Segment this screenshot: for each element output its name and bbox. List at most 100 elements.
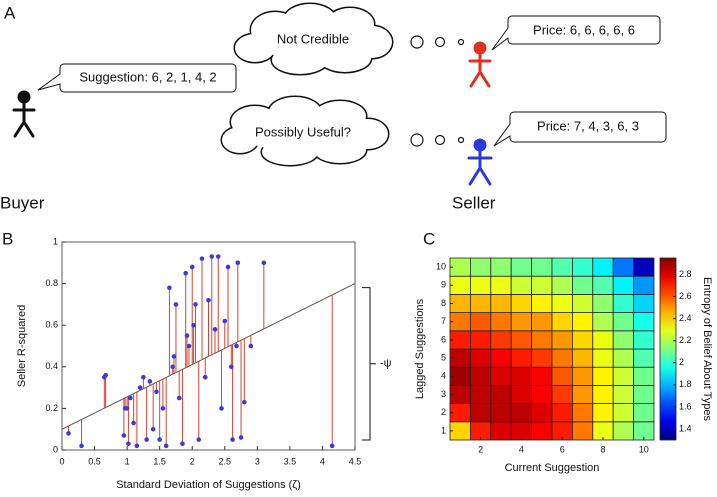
heat-cell: [612, 384, 635, 404]
point: [228, 364, 234, 370]
point: [124, 406, 130, 411]
colorbar-tick-label: 1.6: [679, 401, 692, 411]
heat-cell: [469, 384, 492, 404]
y-tick-label: 0: [53, 444, 58, 454]
point: [137, 385, 143, 390]
thought-text: Possibly Useful?: [255, 124, 351, 139]
heat-cell: [449, 421, 471, 441]
heat-cell: [531, 421, 553, 441]
speech-bubble: Price: 6, 6, 6, 6, 6: [491, 15, 661, 51]
point: [144, 437, 149, 442]
heat-cell: [633, 257, 655, 277]
heat-cell: [469, 348, 492, 368]
point: [238, 435, 244, 440]
x-tick-label: 3.5: [284, 456, 297, 466]
point: [193, 302, 198, 307]
heat-cell: [592, 403, 614, 423]
heat-cell: [612, 330, 635, 350]
x-tick-label: 2.5: [219, 456, 232, 466]
heat-cell: [551, 293, 573, 313]
x-tick-label: 3: [255, 456, 260, 466]
buyer-figure: [12, 90, 36, 138]
point: [184, 333, 190, 338]
colorbar-tick-label: 2.8: [679, 269, 692, 279]
y-tick-label: 0.2: [45, 403, 58, 413]
heat-cell: [572, 366, 594, 386]
point: [215, 254, 221, 259]
colorbar-tick-label: 2.4: [679, 313, 692, 323]
colorbar-label: Entropy of Belief About Types: [701, 277, 713, 422]
speech-bubble: Price: 7, 4, 3, 6, 3: [493, 111, 667, 147]
point: [189, 264, 195, 270]
x-tick-label: 10: [639, 444, 649, 454]
point: [329, 443, 335, 449]
heat-cell: [592, 366, 614, 386]
heat-cell: [551, 330, 573, 350]
point: [141, 374, 146, 380]
x-axis-label: Current Suggestion: [505, 462, 600, 474]
heat-cell: [592, 312, 614, 332]
point: [150, 426, 156, 432]
heat-cell: [469, 403, 492, 423]
buyer-label: Buyer: [0, 193, 45, 212]
heat-cell: [510, 366, 533, 386]
heat-cell: [510, 257, 533, 277]
point: [209, 254, 215, 259]
heat-cell: [551, 257, 573, 277]
x-tick-label: 1.5: [153, 456, 166, 466]
heat-cell: [469, 312, 492, 332]
heat-cell: [633, 293, 655, 313]
heat-cell: [572, 348, 594, 368]
heat-cell: [449, 275, 471, 295]
point: [173, 302, 179, 307]
heat-cell: [612, 293, 635, 313]
point: [199, 256, 205, 261]
x-axis-label: Standard Deviation of Suggestions (ζ): [116, 479, 301, 491]
x-tick-label: 6: [560, 444, 565, 454]
heat-cell: [490, 293, 512, 313]
annotation: -ψ: [380, 358, 392, 370]
x-tick-label: 2: [190, 456, 195, 466]
heat-cell: [572, 384, 594, 404]
colorbar-tick-label: 1.4: [679, 423, 692, 433]
heat-cell: [633, 403, 655, 423]
heat-cell: [490, 275, 512, 295]
point: [212, 327, 218, 332]
heat-cell: [592, 275, 614, 295]
heat-cell: [510, 275, 533, 295]
heat-cell: [449, 366, 471, 386]
point: [180, 441, 185, 447]
heat-cell: [572, 403, 594, 423]
heat-cell: [633, 312, 655, 332]
point: [235, 260, 241, 266]
heat-cell: [449, 312, 471, 332]
point: [261, 260, 267, 266]
heat-cell: [612, 366, 635, 386]
point: [126, 441, 131, 447]
point: [154, 389, 159, 395]
panel-label: B: [2, 229, 13, 248]
panel-label: C: [423, 229, 435, 248]
y-axis-label: Seller R-squared: [16, 305, 28, 388]
colorbar-tick-label: 1.8: [679, 379, 692, 389]
y-tick-label: 2: [441, 407, 446, 417]
heat-cell: [469, 275, 492, 295]
heat-cell: [449, 293, 471, 313]
heat-cell: [449, 257, 471, 277]
x-tick-label: 2: [478, 444, 483, 454]
panel-label: A: [4, 3, 16, 22]
colorbar-tick-label: 2.6: [679, 291, 692, 301]
heat-cell: [490, 257, 512, 277]
heat-cell: [531, 330, 553, 350]
thought-cloud: Possibly Useful?: [220, 95, 390, 167]
speech-text: Suggestion: 6, 2, 1, 4, 2: [79, 69, 216, 84]
point: [121, 433, 127, 438]
heat-cell: [551, 366, 573, 386]
heat-cell: [592, 293, 614, 313]
point: [202, 374, 208, 380]
y-tick-label: 0.6: [45, 320, 58, 330]
y-tick-label: 4: [441, 371, 446, 381]
point: [66, 431, 71, 436]
heat-cell: [490, 330, 512, 350]
y-tick-label: 1: [53, 236, 58, 246]
